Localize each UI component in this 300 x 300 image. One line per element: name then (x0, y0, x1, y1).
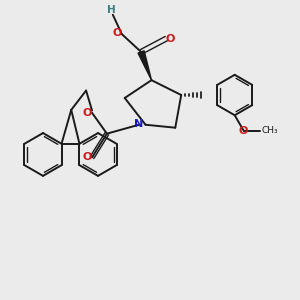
Polygon shape (138, 51, 152, 80)
Text: CH₃: CH₃ (261, 126, 278, 135)
Text: O: O (112, 28, 122, 38)
Text: O: O (239, 126, 248, 136)
Text: O: O (83, 152, 92, 162)
Text: O: O (83, 108, 92, 118)
Text: H: H (107, 5, 116, 15)
Text: N: N (134, 119, 144, 129)
Text: O: O (166, 34, 175, 44)
